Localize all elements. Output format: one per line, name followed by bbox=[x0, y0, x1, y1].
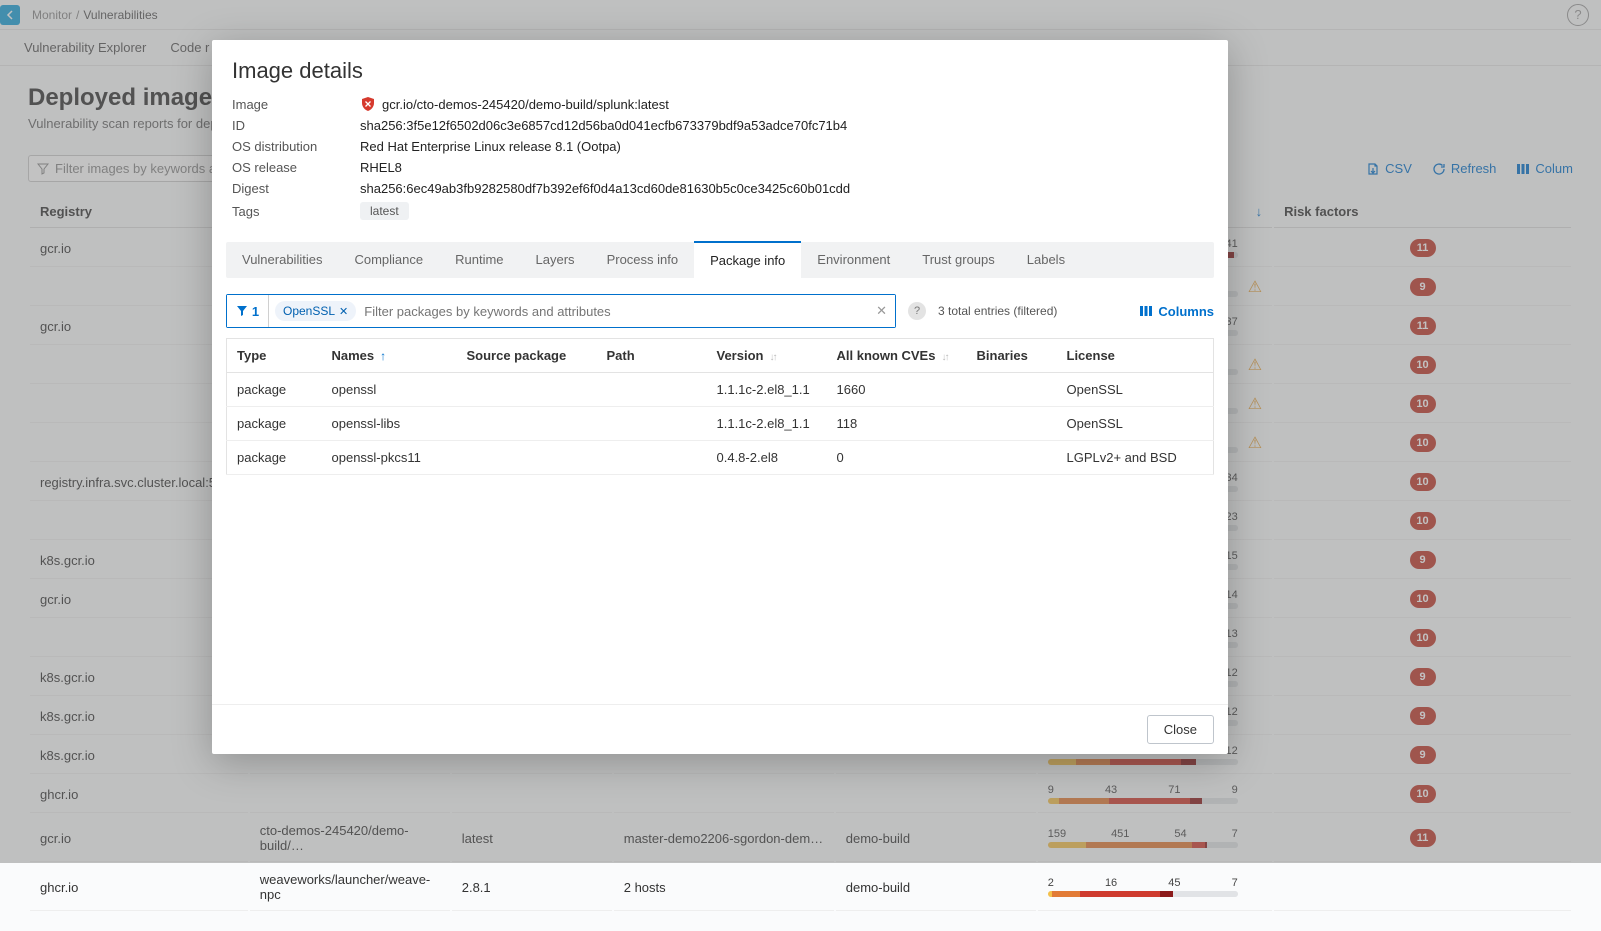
meta-digest: sha256:6ec49ab3fb9282580df7b392ef6f0d4a1… bbox=[360, 181, 1208, 196]
tab-vulnerabilities[interactable]: Vulnerabilities bbox=[226, 242, 338, 278]
modal-title: Image details bbox=[232, 58, 1208, 84]
tab-environment[interactable]: Environment bbox=[801, 242, 906, 278]
pk-col-license[interactable]: License bbox=[1057, 339, 1214, 373]
meta-label-id: ID bbox=[232, 118, 352, 133]
cell-registry: ghcr.io bbox=[30, 864, 248, 911]
pk-col-type[interactable]: Type bbox=[227, 339, 322, 373]
package-table: Type Names↑ Source package Path Version↓… bbox=[226, 338, 1214, 475]
pk-col-bin[interactable]: Binaries bbox=[967, 339, 1057, 373]
meta-label-image: Image bbox=[232, 97, 352, 112]
filter-totals: 3 total entries (filtered) bbox=[938, 304, 1057, 318]
meta-image: gcr.io/cto-demos-245420/demo-build/splun… bbox=[382, 97, 669, 112]
columns-icon bbox=[1139, 304, 1153, 318]
close-button[interactable]: Close bbox=[1147, 715, 1214, 744]
package-filter[interactable]: 1 OpenSSL ✕ ✕ bbox=[226, 294, 896, 328]
pk-col-cves[interactable]: All known CVEs↓↑ bbox=[827, 339, 967, 373]
pk-col-names[interactable]: Names↑ bbox=[322, 339, 457, 373]
package-filter-input[interactable] bbox=[362, 295, 895, 327]
tab-trust-groups[interactable]: Trust groups bbox=[906, 242, 1011, 278]
meta-label-osdist: OS distribution bbox=[232, 139, 352, 154]
tab-layers[interactable]: Layers bbox=[520, 242, 591, 278]
package-row[interactable]: package openssl-pkcs11 0.4.8-2.el8 0 LGP… bbox=[227, 441, 1214, 475]
table-row[interactable]: ghcr.io weaveworks/launcher/weave-npc 2.… bbox=[30, 864, 1571, 911]
pk-col-src[interactable]: Source package bbox=[457, 339, 597, 373]
modal-tabs: VulnerabilitiesComplianceRuntimeLayersPr… bbox=[226, 242, 1214, 278]
filter-icon bbox=[236, 305, 248, 317]
cell-vulnerabilities: 216457 bbox=[1038, 864, 1272, 911]
meta-label-tags: Tags bbox=[232, 204, 352, 219]
tag-chip: latest bbox=[360, 202, 409, 220]
image-details-modal: Image details Image gcr.io/cto-demos-245… bbox=[212, 40, 1228, 754]
meta-id: sha256:3f5e12f6502d06c3e6857cd12d56ba0d0… bbox=[360, 118, 1208, 133]
remove-chip-icon[interactable]: ✕ bbox=[339, 305, 348, 318]
shield-bad-icon bbox=[360, 96, 376, 112]
tab-process-info[interactable]: Process info bbox=[591, 242, 695, 278]
package-row[interactable]: package openssl 1.1.1c-2.el8_1.1 1660 Op… bbox=[227, 373, 1214, 407]
meta-osdist: Red Hat Enterprise Linux release 8.1 (Oo… bbox=[360, 139, 1208, 154]
meta-label-osrel: OS release bbox=[232, 160, 352, 175]
package-row[interactable]: package openssl-libs 1.1.1c-2.el8_1.1 11… bbox=[227, 407, 1214, 441]
pk-col-path[interactable]: Path bbox=[597, 339, 707, 373]
tab-labels[interactable]: Labels bbox=[1011, 242, 1081, 278]
filter-help-icon[interactable]: ? bbox=[908, 302, 926, 320]
tab-runtime[interactable]: Runtime bbox=[439, 242, 519, 278]
meta-label-digest: Digest bbox=[232, 181, 352, 196]
cell-risk bbox=[1274, 864, 1571, 911]
filter-chip-openssl[interactable]: OpenSSL ✕ bbox=[275, 301, 356, 321]
pk-columns-button[interactable]: Columns bbox=[1139, 304, 1214, 319]
tab-package-info[interactable]: Package info bbox=[694, 241, 801, 278]
clear-filter-icon[interactable]: ✕ bbox=[876, 303, 887, 319]
meta-osrel: RHEL8 bbox=[360, 160, 1208, 175]
tab-compliance[interactable]: Compliance bbox=[338, 242, 439, 278]
pk-col-version[interactable]: Version↓↑ bbox=[707, 339, 827, 373]
